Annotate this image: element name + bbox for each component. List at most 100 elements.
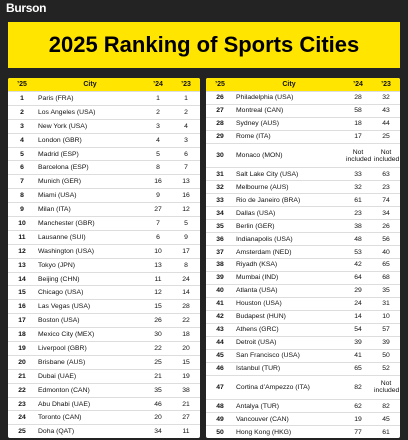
city-cell: Sydney (AUS) <box>234 116 344 131</box>
rank-cell: 39 <box>206 270 234 285</box>
rank-history-cell: 25 <box>372 129 400 144</box>
column-header: ’25 <box>206 78 234 92</box>
header-row: ’25 City ’24’23 <box>8 78 200 92</box>
rank-history-cell: 26 <box>372 219 400 233</box>
rank-cell: 17 <box>8 313 36 328</box>
rank-cell: 6 <box>8 160 36 175</box>
city-cell: Hong Kong (HKG) <box>234 425 344 438</box>
city-cell: Chicago (USA) <box>36 285 144 300</box>
rank-cell: 37 <box>206 245 234 259</box>
rank-history-cell: 10 <box>144 243 172 259</box>
rank-history-cell: 77 <box>344 425 372 438</box>
rank-history-cell: 33 <box>344 167 372 181</box>
rank-cell: 29 <box>206 129 234 144</box>
rank-cell: 12 <box>8 243 36 259</box>
rank-history-cell: 29 <box>344 283 372 298</box>
rank-cell: 45 <box>206 348 234 363</box>
city-cell: Montreal (CAN) <box>234 103 344 118</box>
rank-cell: 9 <box>8 202 36 217</box>
city-cell: Riyadh (KSA) <box>234 258 344 272</box>
table-row: 16 Las Vegas (USA) 15 28 <box>8 299 200 314</box>
table-row: 45 San Francisco (USA) 41 50 <box>206 348 400 363</box>
table-row: 34 Dallas (USA) 23 34 <box>206 206 400 220</box>
city-cell: Atlanta (USA) <box>234 283 344 298</box>
rank-history-cell: 57 <box>372 322 400 337</box>
rank-history-cell: 1 <box>172 91 200 106</box>
rank-history-cell: 5 <box>144 146 172 161</box>
rank-cell: 26 <box>206 91 234 105</box>
city-cell: Philadelphia (USA) <box>234 91 344 105</box>
rank-cell: 30 <box>206 142 234 168</box>
rank-history-cell: 13 <box>172 174 200 189</box>
table-row: 39 Mumbai (IND) 64 68 <box>206 270 400 285</box>
rank-history-cell: 46 <box>144 396 172 411</box>
city-cell: Liverpool (GBR) <box>36 341 144 356</box>
table-row: 17 Boston (USA) 26 22 <box>8 313 200 328</box>
table-row: 50 Hong Kong (HKG) 77 61 <box>206 425 400 438</box>
rank-history-cell: 19 <box>344 412 372 426</box>
table-row: 49 Vancouver (CAN) 19 45 <box>206 412 400 426</box>
column-header: ’24 <box>144 78 172 92</box>
rank-history-cell: 30 <box>144 327 172 342</box>
rank-history-cell: 17 <box>172 243 200 259</box>
rank-history-cell: 13 <box>144 257 172 273</box>
rank-history-cell: 54 <box>344 322 372 337</box>
rank-history-cell: 7 <box>172 160 200 175</box>
rank-cell: 27 <box>206 103 234 118</box>
city-cell: Madrid (ESP) <box>36 146 144 161</box>
rank-history-cell: 61 <box>344 193 372 207</box>
table-row: 43 Athens (GRC) 54 57 <box>206 322 400 337</box>
city-cell: Houston (USA) <box>234 296 344 311</box>
city-cell: Abu Dhabi (UAE) <box>36 396 144 411</box>
rank-history-cell: 7 <box>144 216 172 231</box>
column-header: City <box>36 78 144 92</box>
rank-cell: 47 <box>206 374 234 400</box>
table-row: 14 Beijing (CHN) 11 24 <box>8 271 200 286</box>
rank-cell: 41 <box>206 296 234 311</box>
rank-history-cell: 64 <box>344 270 372 285</box>
rank-history-cell: 58 <box>344 103 372 118</box>
table-row: 38 Riyadh (KSA) 42 65 <box>206 258 400 272</box>
city-cell: Washington (USA) <box>36 243 144 259</box>
rank-cell: 1 <box>8 91 36 106</box>
rank-history-cell: 23 <box>372 180 400 194</box>
table-row: 29 Rome (ITA) 17 25 <box>206 129 400 144</box>
city-cell: Dubai (UAE) <box>36 368 144 384</box>
rank-cell: 22 <box>8 382 36 398</box>
rank-history-cell: 68 <box>372 270 400 285</box>
city-cell: New York (USA) <box>36 118 144 134</box>
city-cell: Rio de Janeiro (BRA) <box>234 193 344 207</box>
table-row: 21 Dubai (UAE) 21 19 <box>8 368 200 384</box>
city-cell: Istanbul (TUR) <box>234 361 344 376</box>
city-cell: Paris (FRA) <box>36 91 144 106</box>
rank-cell: 19 <box>8 341 36 356</box>
rank-history-cell: 9 <box>172 229 200 245</box>
rank-history-cell: 24 <box>172 271 200 286</box>
rank-history-cell: 11 <box>144 271 172 286</box>
rank-history-cell: 22 <box>144 341 172 356</box>
rank-cell: 18 <box>8 327 36 342</box>
title: 2025 Ranking of Sports Cities <box>48 32 360 57</box>
table-row: 44 Detroit (USA) 39 39 <box>206 335 400 350</box>
table-row: 9 Milan (ITA) 27 12 <box>8 202 200 217</box>
rank-history-cell: 32 <box>372 91 400 105</box>
table-panel: ’25 City ’24’23 26 Philadelphia (USA) 28 32 27 M… <box>206 78 400 438</box>
table-row: 40 Atlanta (USA) 29 35 <box>206 283 400 298</box>
rank-history-cell: 43 <box>372 103 400 118</box>
city-cell: Athens (GRC) <box>234 322 344 337</box>
table-row: 27 Montreal (CAN) 58 43 <box>206 103 400 118</box>
table-row: 47 Cortina d’Ampezzo (ITA) 82 Not included <box>206 374 400 400</box>
rank-history-cell: 9 <box>144 188 172 203</box>
rank-cell: 46 <box>206 361 234 376</box>
table-row: 1 Paris (FRA) 1 1 <box>8 91 200 106</box>
column-header: ’24 <box>344 78 372 92</box>
rank-cell: 11 <box>8 229 36 245</box>
city-cell: Barcelona (ESP) <box>36 160 144 175</box>
city-cell: Dallas (USA) <box>234 206 344 220</box>
city-cell: Miami (USA) <box>36 188 144 203</box>
rank-history-cell: 34 <box>144 424 172 438</box>
rank-history-cell: Not included <box>372 374 400 400</box>
rank-cell: 35 <box>206 219 234 233</box>
city-cell: Toronto (CAN) <box>36 410 144 425</box>
